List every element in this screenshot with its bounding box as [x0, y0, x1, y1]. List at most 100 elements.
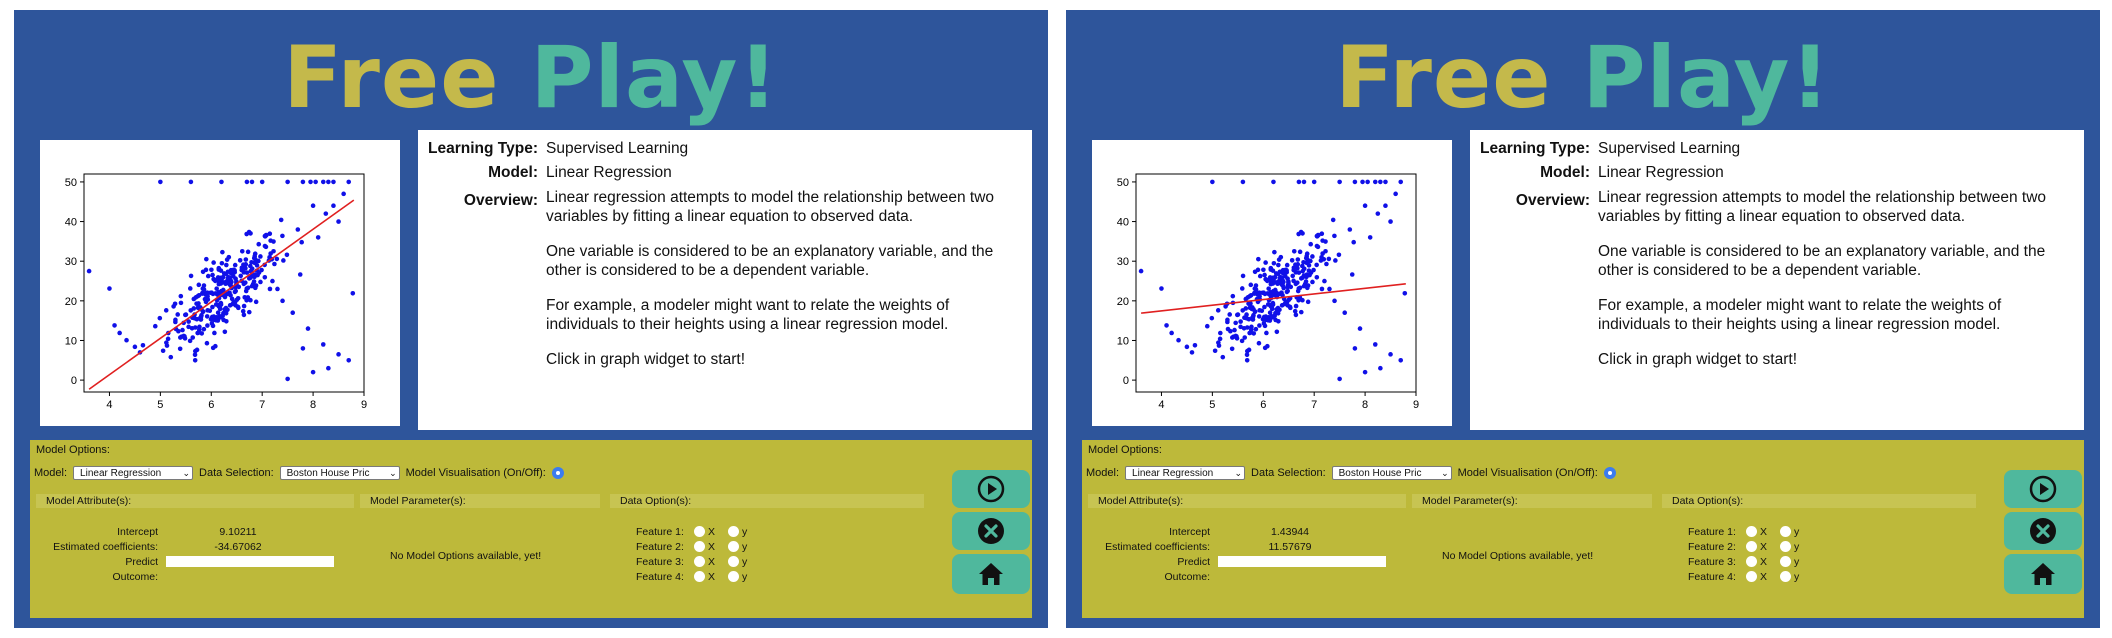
- graph-widget[interactable]: 4 5 6 7 8 9 0 10 20 30 40 50: [1092, 140, 1452, 426]
- outcome-label: Outcome:: [112, 570, 158, 583]
- close-button[interactable]: [2004, 512, 2082, 550]
- visualisation-toggle[interactable]: [1603, 467, 1616, 479]
- feature-4-x-radio[interactable]: [1746, 571, 1757, 582]
- close-button[interactable]: [952, 512, 1030, 550]
- feature-3-x-radio[interactable]: [1746, 556, 1757, 567]
- data-point: [1351, 239, 1356, 245]
- feature-1-y-radio[interactable]: [1780, 526, 1791, 537]
- data-point: [1266, 277, 1271, 283]
- data-point: [1296, 179, 1302, 185]
- data-point: [331, 203, 336, 209]
- visualisation-toggle[interactable]: [551, 467, 564, 479]
- data-point: [1330, 217, 1336, 223]
- data-point: [1241, 325, 1247, 331]
- play-button[interactable]: [2004, 470, 2082, 508]
- data-point: [183, 312, 189, 317]
- data-point: [188, 179, 194, 185]
- feature-4-y-radio[interactable]: [1780, 571, 1791, 582]
- data-point: [223, 279, 229, 284]
- x-tick-label: 6: [208, 399, 214, 411]
- feature-3-x-radio[interactable]: [694, 556, 705, 567]
- close-circle-icon: [2030, 518, 2056, 544]
- data-point: [217, 313, 222, 319]
- data-point: [1271, 179, 1276, 185]
- data-point: [336, 352, 341, 357]
- model-attributes: Intercept 1.43944 Estimated coefficients:…: [1088, 524, 1386, 584]
- data-point: [1239, 286, 1245, 291]
- feature-1-label: Feature 1:: [636, 525, 684, 538]
- data-point: [1274, 329, 1280, 335]
- data-point: [1352, 346, 1358, 351]
- data-point: [251, 279, 257, 284]
- data-point: [346, 357, 352, 363]
- data-point: [280, 233, 285, 239]
- data-point: [1305, 283, 1311, 288]
- model-select[interactable]: Linear Regression ⌄: [73, 466, 194, 480]
- data-point: [1287, 304, 1293, 310]
- play-button[interactable]: [952, 470, 1030, 508]
- plot-frame: [1135, 173, 1417, 393]
- data-point: [158, 179, 163, 185]
- home-button[interactable]: [952, 554, 1030, 594]
- data-point: [272, 261, 277, 267]
- data-selection-select[interactable]: Boston House Pric ⌄: [279, 466, 400, 480]
- data-point: [1295, 265, 1300, 271]
- data-point: [1319, 254, 1324, 260]
- feature-1-x-radio[interactable]: [1746, 526, 1757, 537]
- data-point: [308, 179, 313, 185]
- scatter-chart[interactable]: 4 5 6 7 8 9 0 10 20 30 40 50: [40, 140, 400, 426]
- data-point: [1252, 309, 1258, 314]
- feature-2-y-radio[interactable]: [728, 541, 739, 552]
- data-point: [245, 249, 251, 255]
- data-point: [215, 310, 221, 315]
- data-point: [1326, 256, 1332, 262]
- data-point: [1225, 326, 1231, 332]
- data-point: [244, 179, 250, 185]
- feature-4-y-radio[interactable]: [728, 571, 739, 582]
- data-point: [1337, 179, 1342, 185]
- data-point: [1189, 350, 1195, 355]
- graph-widget[interactable]: 4 5 6 7 8 9 0 10 20 30 40 50: [40, 140, 400, 426]
- data-point: [220, 249, 225, 255]
- data-point: [229, 296, 235, 302]
- overview-paragraph-4: Click in graph widget to start!: [546, 351, 746, 368]
- feature-2-x-radio[interactable]: [1746, 541, 1757, 552]
- intercept-value: 9.10211: [219, 525, 257, 538]
- data-point: [1278, 254, 1284, 260]
- data-point: [222, 329, 228, 335]
- feature-2-y-radio[interactable]: [1780, 541, 1791, 552]
- data-point: [1252, 291, 1257, 296]
- feature-3-y-radio[interactable]: [1780, 556, 1791, 567]
- home-button[interactable]: [2004, 554, 2082, 594]
- data-point: [1266, 286, 1271, 291]
- feature-4-x-radio[interactable]: [694, 571, 705, 582]
- data-point: [1281, 285, 1286, 291]
- model-select[interactable]: Linear Regression ⌄: [1125, 466, 1246, 480]
- data-point: [107, 286, 112, 291]
- data-point: [300, 179, 306, 185]
- data-point: [1204, 323, 1210, 329]
- data-point: [168, 354, 174, 360]
- data-point: [219, 179, 224, 185]
- data-point: [315, 235, 321, 240]
- data-point: [1267, 310, 1273, 315]
- scatter-chart[interactable]: 4 5 6 7 8 9 0 10 20 30 40 50: [1092, 140, 1452, 426]
- data-point: [243, 262, 249, 267]
- data-point: [1255, 267, 1261, 273]
- x-tick-label: 9: [1413, 399, 1419, 411]
- predict-input[interactable]: [1218, 556, 1386, 567]
- predict-input[interactable]: [166, 556, 334, 567]
- data-point: [326, 179, 331, 185]
- feature-2-x-radio[interactable]: [694, 541, 705, 552]
- feature-3-y-radio[interactable]: [728, 556, 739, 567]
- model-attributes-header: Model Attribute(s):: [36, 494, 354, 508]
- data-point: [1260, 316, 1266, 322]
- data-point: [1216, 343, 1222, 348]
- data-selection-select[interactable]: Boston House Pric ⌄: [1331, 466, 1452, 480]
- data-point: [230, 301, 235, 307]
- data-point: [284, 252, 290, 258]
- overview-paragraph-1: Linear regression attempts to model the …: [1598, 189, 2047, 225]
- data-point: [278, 217, 284, 223]
- feature-1-x-radio[interactable]: [694, 526, 705, 537]
- feature-1-y-radio[interactable]: [728, 526, 739, 537]
